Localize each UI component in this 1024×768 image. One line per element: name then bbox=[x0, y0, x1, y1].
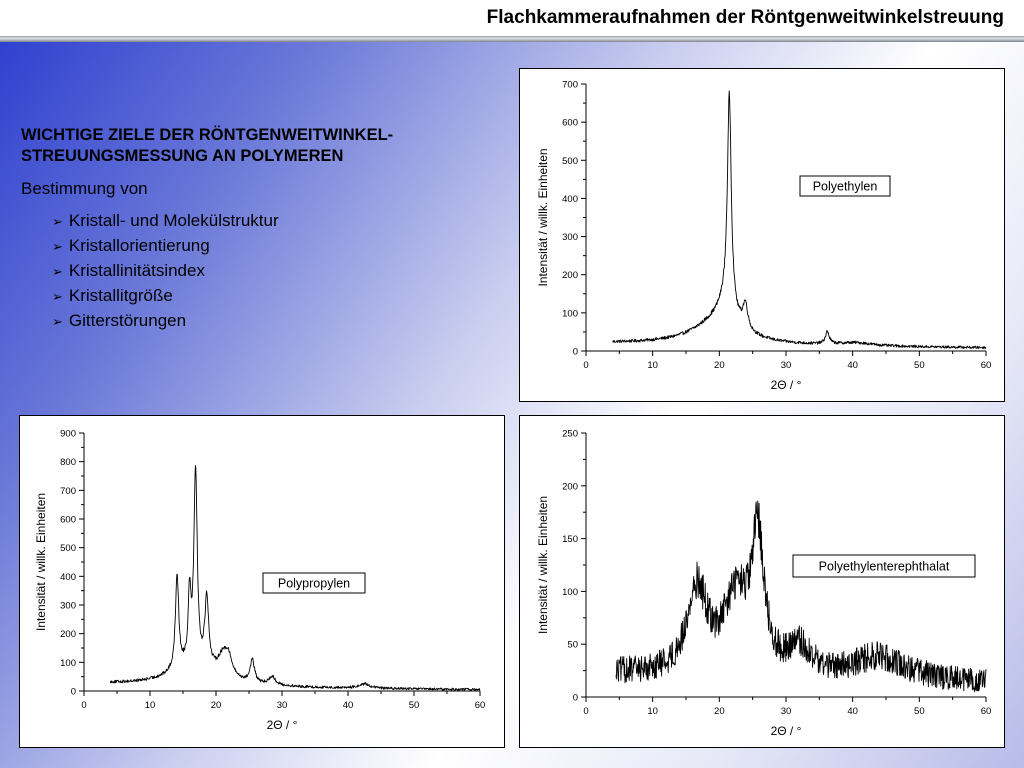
y-tick-label: 400 bbox=[60, 572, 76, 583]
legend-box bbox=[262, 572, 366, 594]
arrowhead-bullet-icon: ➢ bbox=[52, 289, 63, 304]
y-tick-label: 0 bbox=[573, 693, 578, 704]
goal-list: ➢ Kristall- und Molekülstruktur ➢ Kristall… bbox=[52, 209, 501, 334]
x-tick-label: 40 bbox=[847, 706, 858, 717]
legend-box bbox=[799, 175, 891, 197]
x-tick-label: 20 bbox=[211, 700, 222, 711]
chart-svg-polypropylen: 0 10 20 30 40 50 60010020030040050060070080090… bbox=[34, 429, 486, 733]
arrowhead-bullet-icon: ➢ bbox=[52, 239, 63, 254]
y-tick-label: 600 bbox=[60, 515, 76, 526]
y-tick-label: 900 bbox=[60, 429, 76, 440]
y-tick-label: 150 bbox=[562, 534, 578, 545]
y-tick-label: 0 bbox=[573, 347, 578, 358]
y-axis-label: Intensität / willk. Einheiten bbox=[536, 148, 550, 286]
x-tick-label: 60 bbox=[981, 360, 992, 371]
y-tick-label: 200 bbox=[562, 270, 578, 281]
y-tick-label: 700 bbox=[60, 486, 76, 497]
list-item-label: Gitterstörungen bbox=[68, 311, 187, 330]
x-tick-label: 30 bbox=[277, 700, 288, 711]
list-item-label: Kristall- und Molekülstruktur bbox=[68, 211, 279, 230]
x-axis-label: 2Θ / ° bbox=[771, 724, 802, 738]
y-tick-label: 500 bbox=[562, 156, 578, 167]
y-tick-label: 200 bbox=[562, 481, 578, 492]
heading-line-1: WICHTIGE ZIELE DER RÖNTGENWEITWINKEL- bbox=[21, 126, 394, 144]
text-block: WICHTIGE ZIELE DER RÖNTGENWEITWINKEL- ST… bbox=[21, 125, 501, 334]
x-tick-label: 60 bbox=[475, 700, 486, 711]
list-item-label: Kristallinitätsindex bbox=[68, 261, 205, 280]
list-item-label: Kristallorientierung bbox=[68, 236, 210, 255]
series-line bbox=[615, 500, 987, 693]
y-tick-label: 250 bbox=[562, 429, 578, 440]
x-tick-label: 10 bbox=[647, 360, 658, 371]
title-rule bbox=[0, 36, 1024, 42]
x-tick-label: 50 bbox=[914, 360, 925, 371]
y-axis-label: Intensität / willk. Einheiten bbox=[536, 496, 550, 634]
y-axis-label: Intensität / willk. Einheiten bbox=[34, 493, 48, 631]
x-tick-label: 10 bbox=[647, 706, 658, 717]
y-tick-label: 400 bbox=[562, 194, 578, 205]
y-tick-label: 100 bbox=[562, 587, 578, 598]
x-axis-label: 2Θ / ° bbox=[267, 718, 298, 732]
legend-label: Polypropylen bbox=[278, 577, 350, 591]
y-tick-label: 600 bbox=[562, 118, 578, 129]
y-tick-label: 50 bbox=[567, 640, 578, 651]
x-tick-label: 40 bbox=[847, 360, 858, 371]
x-tick-label: 50 bbox=[914, 706, 925, 717]
list-item: ➢ Kristallinitätsindex bbox=[52, 259, 501, 284]
chart-polyethylen: 0 10 20 30 40 50 60 0 100 200 300 400 500 600 700 2Θ / … bbox=[519, 68, 1005, 402]
chart-polyethylenterephthalat: 0 10 20 30 40 50 60 0 50 100 150 200 250 2Θ / ° Intens… bbox=[519, 415, 1005, 748]
legend-label: Polyethylenterephthalat bbox=[819, 560, 950, 574]
y-tick-label: 0 bbox=[71, 687, 76, 698]
legend-box bbox=[792, 554, 976, 578]
arrowhead-bullet-icon: ➢ bbox=[52, 314, 63, 329]
list-item: ➢ Kristallorientierung bbox=[52, 234, 501, 259]
title-bar: Flachkammeraufnahmen der Röntgenweitwink… bbox=[0, 0, 1024, 36]
x-tick-label: 0 bbox=[583, 360, 588, 371]
x-tick-label: 40 bbox=[343, 700, 354, 711]
x-tick-label: 60 bbox=[981, 706, 992, 717]
chart-polypropylen: 0 10 20 30 40 50 60 0 100 200 300 400 500 600 700 800 90… bbox=[19, 415, 505, 748]
page-title: Flachkammeraufnahmen der Röntgenweitwink… bbox=[486, 7, 1004, 28]
x-tick-label: 10 bbox=[145, 700, 156, 711]
x-tick-label: 50 bbox=[409, 700, 420, 711]
series-line bbox=[612, 90, 987, 350]
legend-label: Polyethylen bbox=[813, 180, 878, 194]
intro-text: Bestimmung von bbox=[21, 179, 148, 198]
x-tick-label: 0 bbox=[81, 700, 86, 711]
x-tick-label: 30 bbox=[781, 706, 792, 717]
x-tick-label: 20 bbox=[714, 360, 725, 371]
list-item: ➢ Gitterstörungen bbox=[52, 309, 501, 334]
y-tick-label: 700 bbox=[562, 80, 578, 91]
list-item-label: Kristallitgröße bbox=[68, 286, 173, 305]
section-heading: WICHTIGE ZIELE DER RÖNTGENWEITWINKEL- ST… bbox=[21, 125, 501, 167]
y-tick-label: 500 bbox=[60, 543, 76, 554]
x-axis-label: 2Θ / ° bbox=[771, 378, 802, 392]
y-tick-label: 100 bbox=[562, 308, 578, 319]
chart-svg-polyethylenterephthalat: 0 10 20 30 40 50 60 0 50 100 150 200 250 2Θ / ° Intens… bbox=[536, 429, 992, 739]
list-item: ➢ Kristall- und Molekülstruktur bbox=[52, 209, 501, 234]
y-tick-label: 800 bbox=[60, 457, 76, 468]
arrowhead-bullet-icon: ➢ bbox=[52, 214, 63, 229]
y-tick-label: 200 bbox=[60, 629, 76, 640]
y-tick-label: 100 bbox=[60, 658, 76, 669]
y-tick-label: 300 bbox=[562, 232, 578, 243]
x-tick-label: 0 bbox=[583, 706, 588, 717]
heading-line-2: STREUUNGSMESSUNG AN POLYMEREN bbox=[21, 147, 344, 165]
list-item: ➢ Kristallitgröße bbox=[52, 284, 501, 309]
y-tick-label: 300 bbox=[60, 601, 76, 612]
series-line bbox=[109, 465, 481, 691]
x-tick-label: 20 bbox=[714, 706, 725, 717]
x-tick-label: 30 bbox=[781, 360, 792, 371]
arrowhead-bullet-icon: ➢ bbox=[52, 264, 63, 279]
